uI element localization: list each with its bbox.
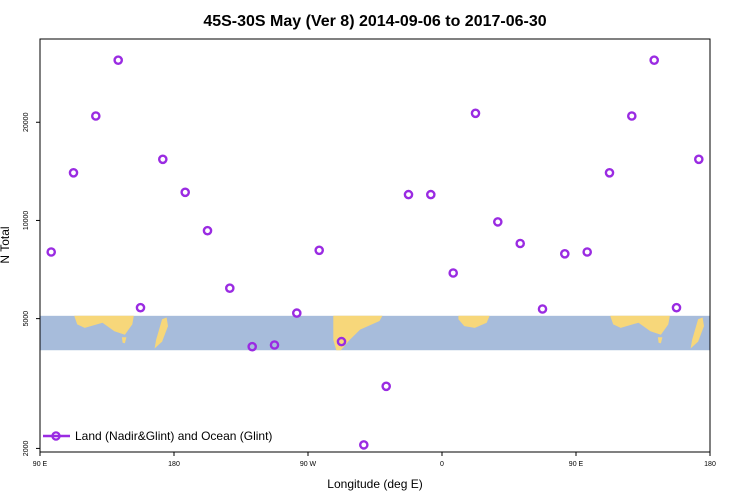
- data-point: [582, 247, 593, 257]
- data-point: [224, 283, 235, 294]
- data-point: [46, 247, 57, 257]
- data-point: [135, 302, 146, 313]
- land-tasmania: [121, 337, 127, 344]
- x-axis-ticks: 90 E 180 90 W 0 90 E 180: [33, 452, 716, 468]
- land-australia: [74, 315, 134, 335]
- y-tick-label: 5000: [23, 311, 30, 327]
- data-point: [314, 245, 325, 256]
- data-point: [425, 189, 436, 200]
- data-point: [291, 308, 302, 318]
- y-axis-label: N Total: [0, 226, 12, 263]
- data-point: [157, 154, 168, 165]
- x-tick-label: 90 E: [569, 461, 584, 468]
- y-tick-label: 10000: [23, 211, 30, 231]
- plot-frame: [39, 38, 711, 453]
- data-point: [649, 55, 660, 66]
- data-point: [492, 217, 503, 227]
- data-point: [202, 225, 213, 236]
- data-points: [46, 55, 704, 450]
- legend-entry-label: Land (Nadir&Glint) and Ocean (Glint): [75, 429, 272, 443]
- legend: Land (Nadir&Glint) and Ocean (Glint): [43, 429, 272, 443]
- data-point: [180, 187, 190, 198]
- data-point: [515, 238, 526, 249]
- data-point: [560, 248, 570, 259]
- data-point: [336, 336, 347, 347]
- land-new-zealand-2: [690, 317, 704, 349]
- legend-marker: [51, 431, 61, 441]
- data-point: [381, 381, 392, 392]
- world-map-band: [40, 315, 710, 351]
- data-point: [627, 111, 637, 121]
- x-tick-label: 180: [704, 461, 716, 468]
- data-point: [671, 302, 682, 313]
- land-new-zealand: [154, 317, 168, 349]
- x-axis-label: Longitude (deg E): [327, 477, 422, 491]
- land-tasmania-2: [657, 337, 663, 344]
- land-australia-2: [610, 315, 670, 335]
- data-point: [269, 340, 280, 350]
- data-point: [470, 108, 481, 119]
- x-tick-label: 0: [440, 461, 444, 468]
- y-tick-label: 2000: [23, 441, 30, 457]
- data-point: [694, 154, 704, 165]
- x-tick-label: 90 E: [33, 461, 48, 468]
- data-point: [358, 440, 369, 450]
- chart-title: 45S-30S May (Ver 8) 2014-09-06 to 2017-0…: [203, 13, 546, 30]
- data-point: [247, 341, 257, 352]
- data-point: [604, 167, 615, 178]
- data-point: [91, 111, 101, 121]
- y-axis-ticks: 2000 5000 10000 20000: [23, 112, 40, 456]
- data-point: [403, 189, 414, 200]
- data-point: [537, 304, 548, 314]
- land-africa: [458, 315, 490, 328]
- data-point: [448, 268, 459, 278]
- data-point: [68, 167, 79, 178]
- data-point: [113, 55, 123, 66]
- y-tick-label: 20000: [23, 112, 30, 132]
- x-tick-label: 90 W: [300, 461, 317, 468]
- x-tick-label: 180: [168, 461, 180, 468]
